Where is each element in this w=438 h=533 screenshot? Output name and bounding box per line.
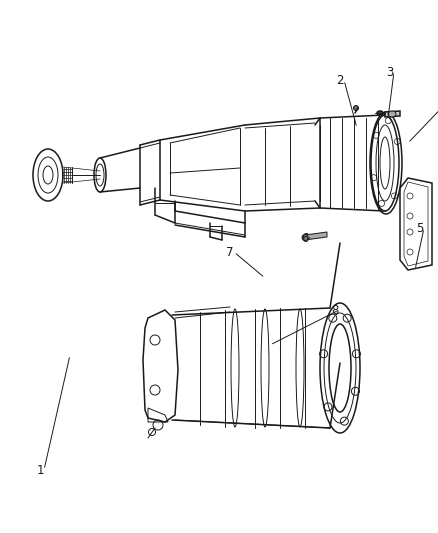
Circle shape <box>353 106 358 110</box>
Ellipse shape <box>388 111 396 117</box>
Text: 5: 5 <box>416 222 424 235</box>
Text: 3: 3 <box>386 66 394 78</box>
Text: 7: 7 <box>226 246 234 259</box>
Text: 8: 8 <box>331 303 339 317</box>
Ellipse shape <box>302 235 308 240</box>
Text: 6: 6 <box>301 231 309 245</box>
Text: 2: 2 <box>336 74 344 86</box>
Ellipse shape <box>377 111 383 115</box>
Text: 1: 1 <box>36 464 44 477</box>
Polygon shape <box>305 232 327 240</box>
Polygon shape <box>385 111 400 117</box>
